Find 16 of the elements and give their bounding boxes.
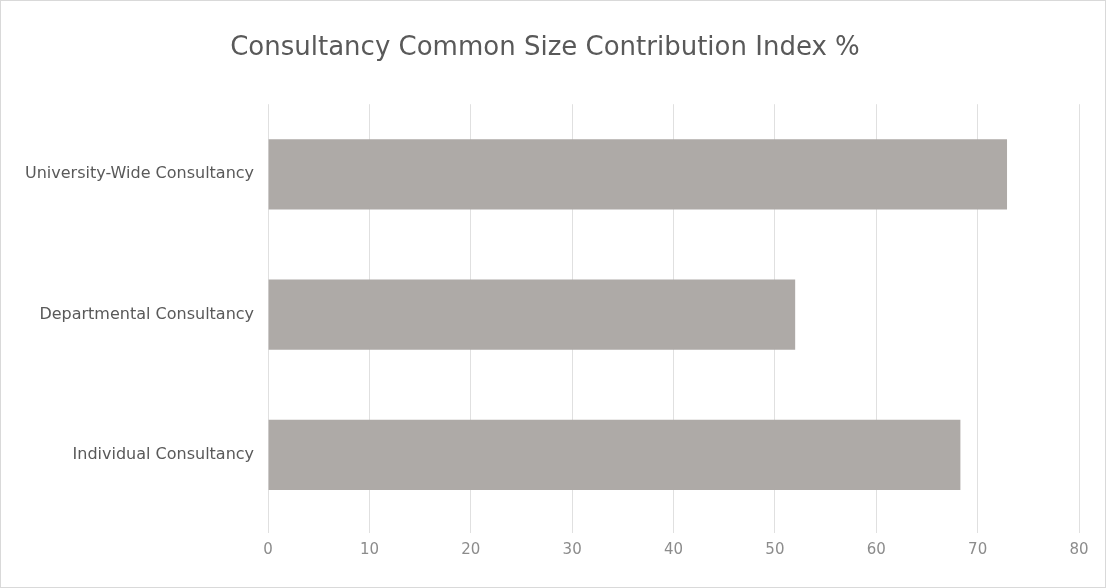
x-tick-label: 20 [461, 539, 481, 558]
bar [268, 279, 796, 350]
x-tick-label: 70 [968, 539, 988, 558]
x-tick-label: 80 [1069, 539, 1089, 558]
x-tick-label: 30 [562, 539, 582, 558]
x-tick-label: 0 [263, 539, 273, 558]
x-tick-label: 10 [359, 539, 379, 558]
chart-title: Consultancy Common Size Contribution Index % [230, 31, 860, 62]
x-tick-label: 60 [866, 539, 886, 558]
y-tick-label: Individual Consultancy [72, 444, 255, 464]
bar [268, 139, 1008, 210]
y-tick-label: Departmental Consultancy [39, 303, 255, 323]
y-tick-label: University-Wide Consultancy [25, 163, 255, 183]
x-tick-label: 40 [663, 539, 684, 558]
x-tick-label: 50 [765, 539, 785, 558]
bar [268, 419, 961, 490]
